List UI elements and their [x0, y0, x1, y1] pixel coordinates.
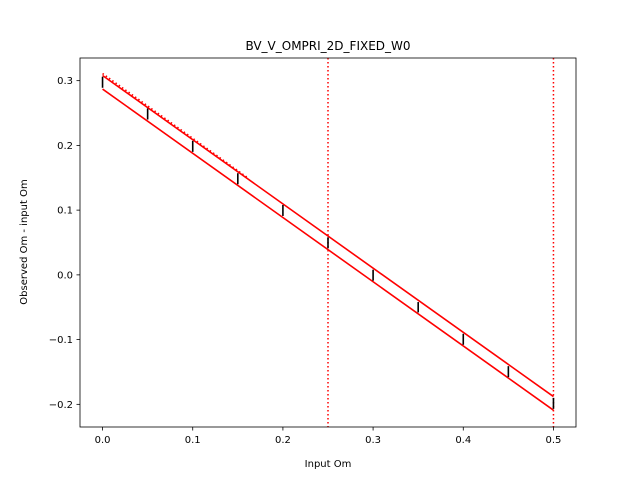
series-line-2: [102, 72, 248, 178]
x-tick-label-2: 0.2: [275, 435, 291, 446]
y-tick-label-0: −0.2: [49, 400, 73, 411]
y-tick-label-4: 0.2: [57, 141, 73, 152]
chart-title: BV_V_OMPRI_2D_FIXED_W0: [245, 39, 410, 53]
axes-frame: [79, 57, 577, 428]
y-tick-label-5: 0.3: [57, 76, 73, 87]
chart-marks: [101, 58, 555, 427]
axes: 0.0 0.1 0.2 0.3 0.4 0.5 −0.2 −0.1 0.0 0.1 0.2 0.3: [49, 57, 577, 446]
series-line-1: [102, 88, 554, 411]
x-axis-label: Input Om: [305, 459, 352, 470]
y-tick-label-3: 0.1: [57, 206, 73, 217]
x-tick-label-4: 0.4: [455, 435, 471, 446]
x-tick-label-1: 0.1: [185, 435, 201, 446]
y-tick-label-1: −0.1: [49, 335, 73, 346]
x-tick-label-3: 0.3: [365, 435, 381, 446]
y-tick-label-2: 0.0: [57, 270, 73, 281]
y-axis-label: Observed Om - input Om: [19, 179, 30, 304]
series-line-0: [102, 74, 554, 398]
x-tick-label-5: 0.5: [546, 435, 562, 446]
x-tick-label-0: 0.0: [95, 435, 111, 446]
